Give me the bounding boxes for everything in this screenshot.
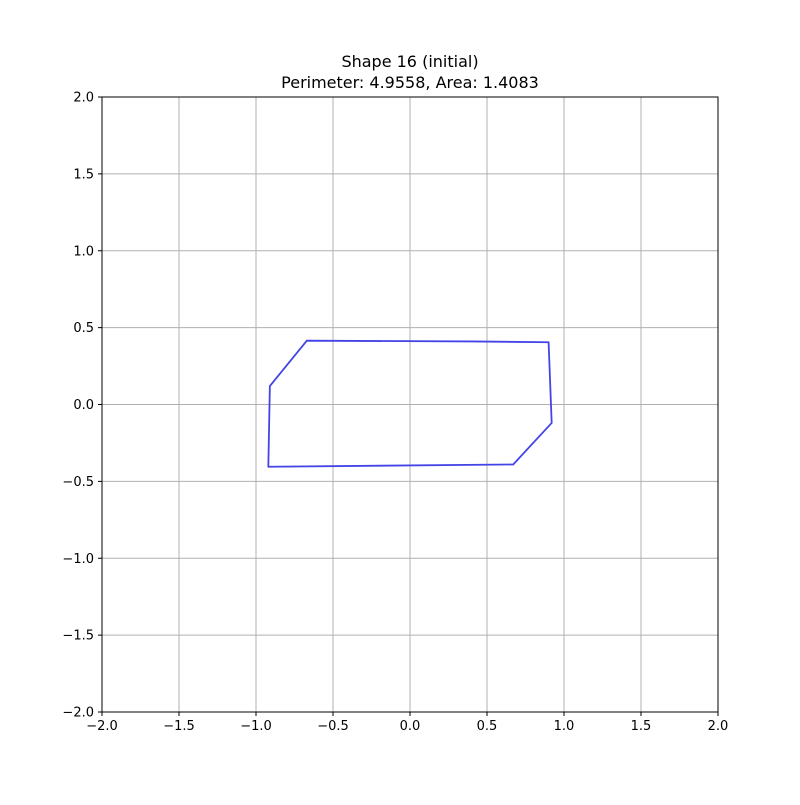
y-tick-label: 1.5 [73,167,94,182]
x-tick-label: −1.0 [240,719,272,734]
x-tick-label: 0.5 [477,719,498,734]
x-tick-label: 2.0 [708,719,729,734]
y-tick-label: 0.5 [73,321,94,336]
x-tick-label: −1.5 [163,719,195,734]
grid-layer [101,96,719,713]
y-tick-label: 0.0 [73,398,94,413]
y-tick-label: −1.5 [62,629,94,644]
chart-subtitle: Perimeter: 4.9558, Area: 1.4083 [281,73,539,92]
x-tick-label: −0.5 [317,719,349,734]
y-tick-label: 2.0 [73,91,94,106]
y-tick-label: −2.0 [62,706,94,721]
shape-outline-line [267,339,553,468]
chart-title: Shape 16 (initial) [341,52,478,71]
series-layer [267,339,553,468]
y-tick-label: −1.0 [62,552,94,567]
x-tick-label: 1.0 [554,719,575,734]
ticks-layer: −2.0 −1.5 −1.0 −0.5 0.0 0.5 1.0 1.5 2.0 −2.0 −1.5 −… [62,91,728,735]
x-tick-label: 1.5 [631,719,652,734]
x-tick-label: −2.0 [86,719,118,734]
x-tick-label: 0.0 [400,719,421,734]
y-tick-label: 1.0 [73,244,94,259]
y-tick-label: −0.5 [62,475,94,490]
